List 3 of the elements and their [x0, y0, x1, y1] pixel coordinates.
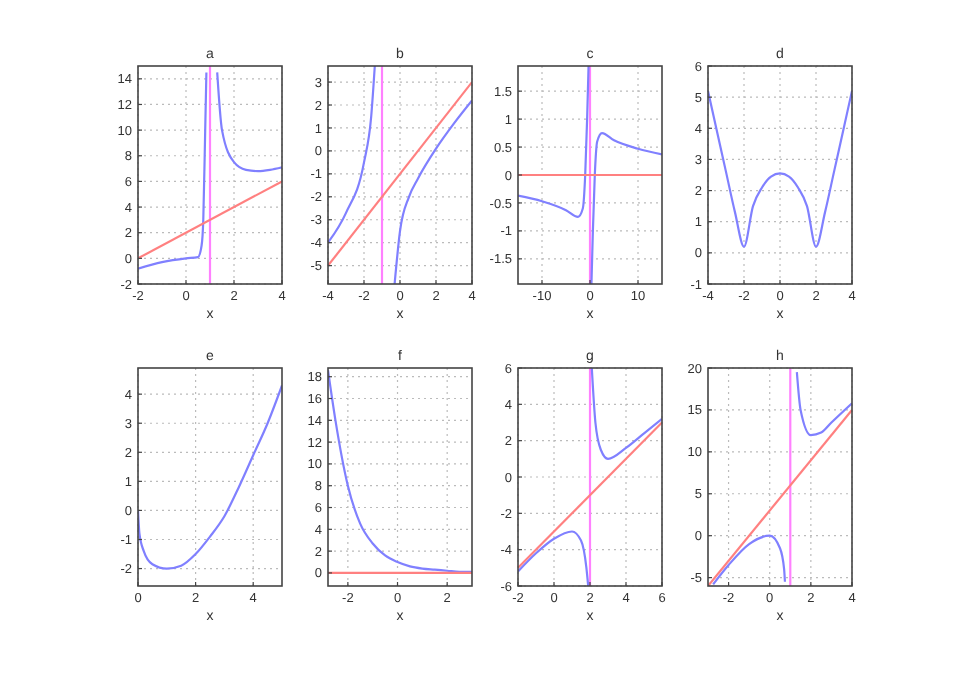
line-series [708, 89, 852, 248]
line-series [328, 369, 472, 573]
line-series [138, 384, 282, 570]
